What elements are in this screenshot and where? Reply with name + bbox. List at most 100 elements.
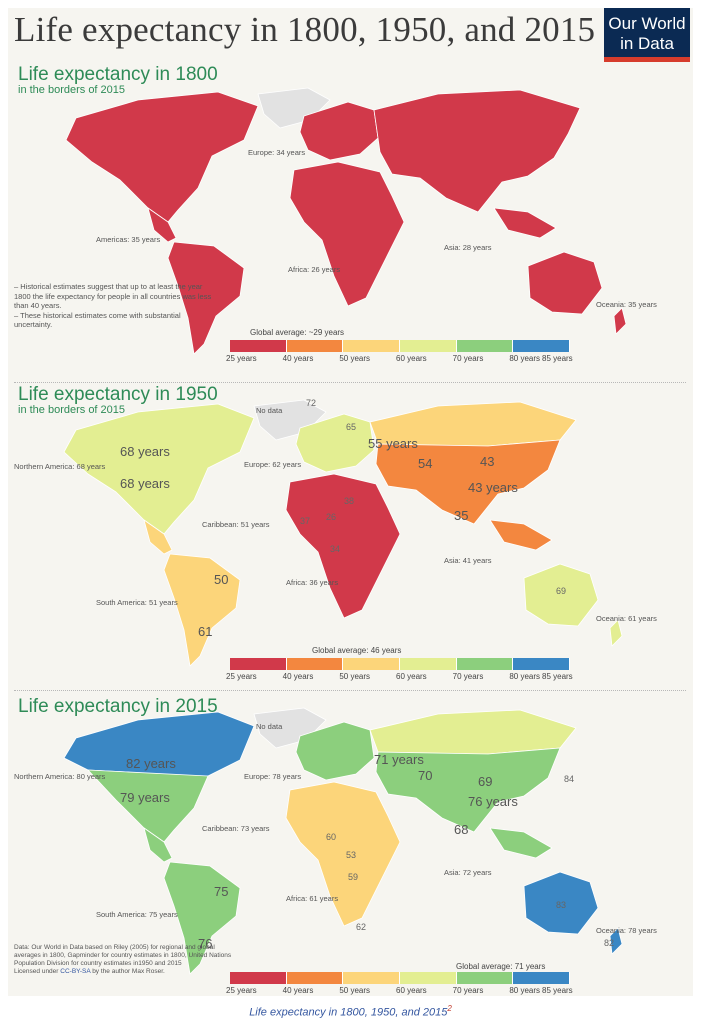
region-label-asia: Asia: 72 years [444,868,492,877]
legend-tick-label: 80 years [509,986,541,995]
legend-color-bar [230,340,571,352]
value-label: 68 years [120,476,170,491]
global-average-label: Global average: 71 years [456,962,546,971]
no-data-label: No data [256,406,283,415]
legend-tick-label: 50 years [339,354,371,363]
legend-swatch [513,340,571,352]
license-suffix: by the author Max Roser. [92,968,165,975]
europe-shape [299,101,379,161]
legend-tick-label: 80 years [509,672,541,681]
legend-tick-label: 50 years [339,986,371,995]
new-zealand-shape [609,927,623,955]
value-label: 79 years [120,790,170,805]
value-label: 62 [356,922,367,932]
value-label: 71 years [374,752,424,767]
panel-title: Life expectancy in 1950 [18,384,218,405]
legend-swatch [230,340,287,352]
value-label: 60 [326,832,337,842]
central-america-shape [147,207,177,243]
legend-swatch [400,340,457,352]
panel-divider [14,690,686,691]
legend-swatch [343,658,401,670]
caption-footnote-ref[interactable]: 2 [447,1004,452,1013]
data-source-text: Data: Our World in Data based on Riley (… [14,944,232,967]
value-label: 61 [198,624,213,639]
value-label: 76 [198,936,213,951]
legend-swatch [400,658,457,670]
southeast-asia-shape [493,207,557,239]
region-label-northern-america: Northern America: 80 years [14,772,106,781]
central-america-shape [143,827,173,863]
legend-tick-label: 40 years [282,672,314,681]
value-label: 35 [454,508,469,523]
global-average-label: Global average: ~29 years [250,328,345,337]
value-label: 38 [344,496,355,506]
legend-swatch [456,972,514,984]
value-label: 70 [418,768,433,783]
region-label-africa: Africa: 26 years [288,265,341,274]
license-prefix: Licensed under [14,968,59,975]
legend-tick-label: 70 years [452,672,484,681]
world-map-1950 [63,399,623,667]
legend-tick-label: 40 years [282,986,314,995]
license-link[interactable]: CC-BY-SA [60,968,91,975]
africa-shape [285,781,401,927]
caption-text: Life expectancy in 1800, 1950, and 2015 [249,1006,448,1019]
panel-subtitle: in the borders of 2015 [18,404,126,416]
value-label: 43 years [468,480,518,495]
license-line: Licensed under CC-BY-SA by the author Ma… [14,968,234,976]
legend-swatch [286,340,344,352]
world-map-1800 [65,87,627,355]
region-label-oceania: Oceania: 78 years [596,926,657,935]
legend: 25 years 40 years 50 years 60 years 70 years… [226,972,573,996]
legend: 25 years 40 years 50 years 60 years 70 years… [226,340,573,364]
legend-tick-label: 70 years [452,354,484,363]
owid-logo[interactable]: Our World in Data [604,8,690,62]
legend-tick-label: 25 years [226,672,257,681]
europe-shape [295,413,375,473]
legend-swatch [343,340,401,352]
value-label: 43 [480,454,495,469]
value-label: 75 [214,884,229,899]
region-label-europe: Europe: 62 years [244,460,302,469]
europe-shape [295,721,375,781]
value-label: 55 years [368,436,418,451]
region-label-oceania: Oceania: 61 years [596,614,657,623]
australia-shape [523,563,599,627]
central-america-shape [143,519,173,555]
logo-line-2: in Data [620,34,674,53]
panel-title: Life expectancy in 2015 [18,696,218,717]
africa-shape [289,161,405,307]
value-label: 68 [454,822,469,837]
value-label: 69 [478,774,493,789]
new-zealand-shape [613,307,627,335]
asia-shape [375,439,561,525]
legend-tick-label: 80 years [509,354,541,363]
value-label: 34 [330,544,341,554]
global-average-label: Global average: 46 years [312,646,402,655]
southeast-asia-shape [489,827,553,859]
region-label-oceania: Oceania: 35 years [596,300,657,309]
north-america-shape [65,91,259,223]
legend-tick-label: 85 years [542,672,573,681]
region-label-americas: Americas: 35 years [96,235,161,244]
world-map-2015 [63,707,623,975]
legend: 25 years 40 years 50 years 60 years 70 years… [226,658,573,682]
legend-swatch [230,658,287,670]
region-label-africa: Africa: 36 years [286,578,339,587]
asia-shape [373,89,581,213]
legend-tick-label: 85 years [542,354,573,363]
legend-tick-label: 40 years [282,354,314,363]
panel-1800: Life expectancy in 1800 in the borders o… [8,62,693,380]
page-title: Life expectancy in 1800, 1950, and 2015 [14,10,596,49]
region-label-africa: Africa: 61 years [286,894,339,903]
panel-divider [14,382,686,383]
region-label-south-america: South America: 75 years [96,910,178,919]
logo-line-1: Our World [608,14,686,33]
legend-tick-label: 60 years [396,672,427,681]
legend-swatch [286,972,344,984]
australia-shape [523,871,599,935]
panel-title: Life expectancy in 1800 [18,64,218,85]
new-zealand-shape [609,619,623,647]
usa-shape [87,769,209,843]
